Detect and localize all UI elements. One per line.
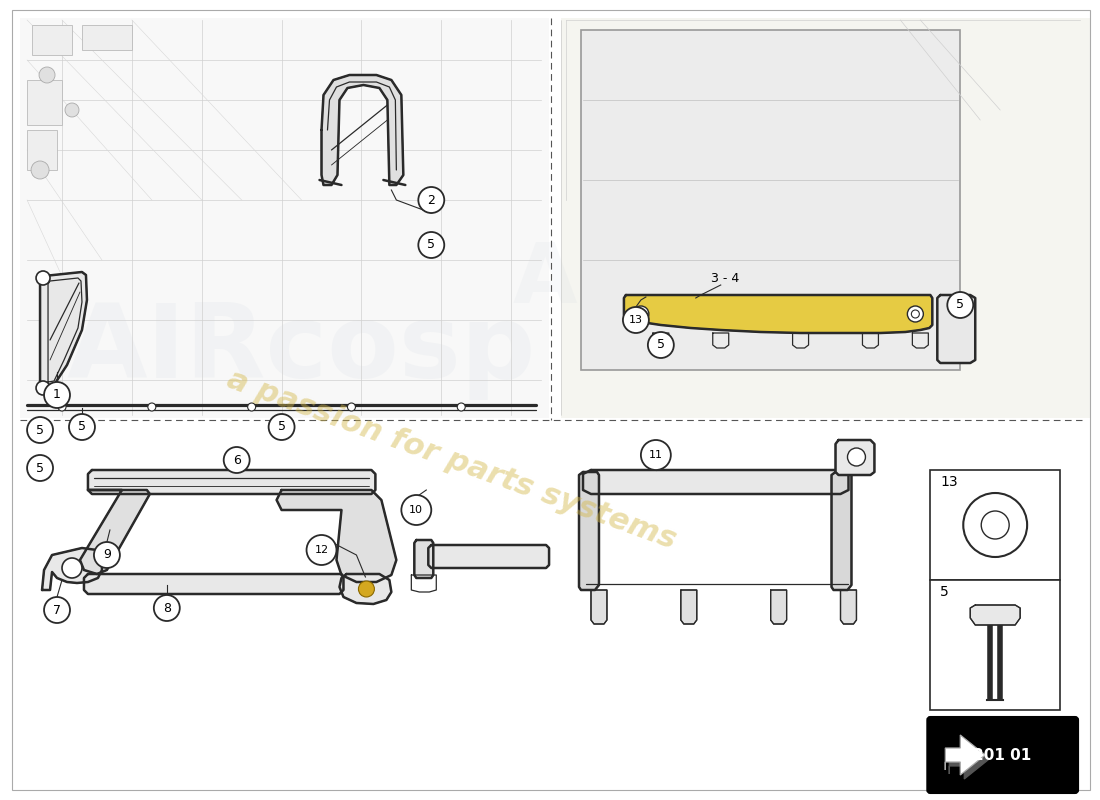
Circle shape xyxy=(637,310,645,318)
Circle shape xyxy=(147,403,156,411)
Circle shape xyxy=(641,440,671,470)
Polygon shape xyxy=(771,590,786,624)
Polygon shape xyxy=(836,440,874,475)
Text: 5: 5 xyxy=(940,585,949,599)
Text: 9: 9 xyxy=(103,549,111,562)
Polygon shape xyxy=(937,295,976,363)
Bar xyxy=(561,18,1090,418)
Circle shape xyxy=(28,455,53,481)
Polygon shape xyxy=(321,75,404,185)
Text: 5: 5 xyxy=(36,423,44,437)
Polygon shape xyxy=(276,490,396,582)
Polygon shape xyxy=(949,739,989,779)
Text: 6: 6 xyxy=(233,454,241,466)
Polygon shape xyxy=(583,470,848,494)
Bar xyxy=(931,470,1060,580)
Text: 11: 11 xyxy=(649,450,663,460)
Bar xyxy=(32,25,72,55)
Polygon shape xyxy=(945,735,986,775)
Circle shape xyxy=(65,103,79,117)
Text: 5: 5 xyxy=(657,338,664,351)
Bar xyxy=(931,580,1060,710)
Circle shape xyxy=(154,595,179,621)
Bar xyxy=(581,30,960,370)
Polygon shape xyxy=(84,574,343,594)
Bar xyxy=(20,18,549,418)
Circle shape xyxy=(947,292,974,318)
Text: AIRcosp: AIRcosp xyxy=(513,239,889,321)
Circle shape xyxy=(44,382,70,408)
Text: 3 - 4: 3 - 4 xyxy=(711,271,739,285)
FancyBboxPatch shape xyxy=(927,717,1078,793)
Polygon shape xyxy=(88,470,375,494)
Circle shape xyxy=(268,414,295,440)
Circle shape xyxy=(402,495,431,525)
Circle shape xyxy=(418,187,444,213)
Polygon shape xyxy=(970,605,1020,625)
Bar xyxy=(82,25,132,50)
Circle shape xyxy=(44,597,70,623)
Text: 5: 5 xyxy=(277,421,286,434)
Text: 5: 5 xyxy=(956,298,965,311)
Circle shape xyxy=(58,403,66,411)
Polygon shape xyxy=(428,545,549,568)
Circle shape xyxy=(912,310,920,318)
Circle shape xyxy=(36,381,50,395)
Circle shape xyxy=(458,403,465,411)
Circle shape xyxy=(847,448,866,466)
Text: 10: 10 xyxy=(409,505,424,515)
Circle shape xyxy=(359,581,374,597)
Text: 13: 13 xyxy=(629,315,642,325)
Circle shape xyxy=(31,161,50,179)
Polygon shape xyxy=(40,272,87,390)
Circle shape xyxy=(40,67,55,83)
Circle shape xyxy=(348,403,355,411)
Circle shape xyxy=(623,307,649,333)
Text: 201 01: 201 01 xyxy=(974,747,1032,762)
Circle shape xyxy=(36,271,50,285)
Bar xyxy=(28,80,62,125)
Circle shape xyxy=(418,232,444,258)
Polygon shape xyxy=(832,472,851,590)
Polygon shape xyxy=(340,574,392,604)
Circle shape xyxy=(648,332,674,358)
Text: 13: 13 xyxy=(940,475,958,489)
Polygon shape xyxy=(415,540,433,578)
Circle shape xyxy=(28,417,53,443)
Circle shape xyxy=(307,535,337,565)
Text: 2: 2 xyxy=(428,194,436,206)
Polygon shape xyxy=(624,295,933,333)
Polygon shape xyxy=(80,490,150,574)
Text: 12: 12 xyxy=(315,545,329,555)
Circle shape xyxy=(62,558,82,578)
Circle shape xyxy=(94,542,120,568)
Circle shape xyxy=(908,306,923,322)
Text: 5: 5 xyxy=(78,421,86,434)
Text: a passion for parts systems: a passion for parts systems xyxy=(222,365,680,555)
Bar xyxy=(28,130,57,170)
Text: 5: 5 xyxy=(427,238,436,251)
Text: 5: 5 xyxy=(36,462,44,474)
Circle shape xyxy=(248,403,255,411)
Circle shape xyxy=(223,447,250,473)
Polygon shape xyxy=(681,590,696,624)
Circle shape xyxy=(632,306,649,322)
Circle shape xyxy=(69,414,95,440)
Circle shape xyxy=(964,493,1027,557)
Polygon shape xyxy=(42,548,102,590)
Polygon shape xyxy=(840,590,857,624)
Polygon shape xyxy=(579,472,600,590)
Text: 1: 1 xyxy=(53,389,60,402)
Text: AIRcosp: AIRcosp xyxy=(67,299,536,401)
Polygon shape xyxy=(591,590,607,624)
Text: 8: 8 xyxy=(163,602,170,614)
Text: 7: 7 xyxy=(53,603,60,617)
Circle shape xyxy=(981,511,1009,539)
